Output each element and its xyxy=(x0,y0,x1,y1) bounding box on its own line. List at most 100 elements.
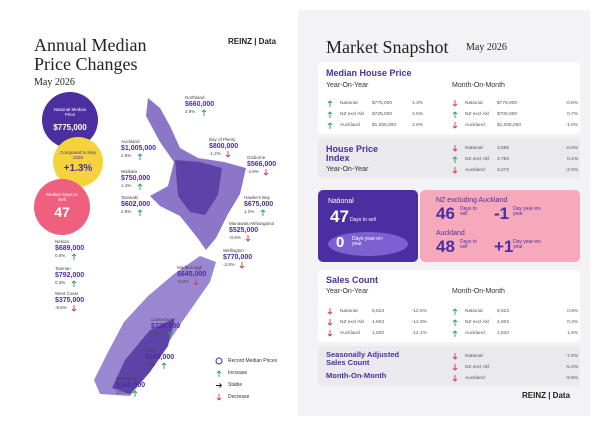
trend-arrow xyxy=(245,235,251,242)
region-change: 3.9% xyxy=(185,109,196,114)
row-change: -0.6% xyxy=(565,146,578,151)
south-island xyxy=(94,256,216,396)
row-label: NZ excl Akl xyxy=(465,320,489,325)
dts-days-label: Days to sell xyxy=(460,206,477,218)
days-label: Median Days to Sell xyxy=(46,192,78,202)
logo: REINZ | Data xyxy=(228,37,277,46)
region-change: -1.2% xyxy=(209,151,221,156)
region-change: 4.6% xyxy=(151,331,162,336)
trend-arrow xyxy=(161,362,167,369)
row-label: Auckland xyxy=(465,331,485,336)
row-value: $706,000 xyxy=(497,112,518,117)
seasonal-card xyxy=(318,346,580,386)
row-value: 6,523 xyxy=(372,309,385,314)
trend-arrow xyxy=(327,122,333,129)
dts-change: -1 xyxy=(494,204,510,223)
period-label: Month-On-Month xyxy=(326,371,387,380)
region-name: Wellington xyxy=(223,248,244,253)
regional-dts-card xyxy=(420,190,580,262)
region-name: Taranaki xyxy=(121,195,139,200)
period-label: Year-On-Year xyxy=(326,288,369,295)
region-price: $375,000 xyxy=(55,297,85,304)
median-card xyxy=(318,62,580,134)
region-change: 1.5% xyxy=(145,362,156,367)
trend-arrow xyxy=(137,209,143,216)
region-price: $602,000 xyxy=(121,201,151,208)
legend-item: Record Median Prices xyxy=(228,358,278,364)
trend-arrow xyxy=(452,145,458,152)
trend-arrow xyxy=(225,151,231,158)
dts-name: National xyxy=(328,198,354,205)
trend-arrow xyxy=(201,109,207,116)
row-label: National xyxy=(340,309,358,314)
region-name: Auckland xyxy=(121,139,140,144)
region-name: Otago xyxy=(145,348,158,353)
region-name: Tasman xyxy=(55,266,71,271)
snapshot-subtitle: May 2026 xyxy=(466,42,507,53)
region-name: Southland xyxy=(116,376,137,381)
trend-arrow xyxy=(132,390,138,397)
region-price: $540,000 xyxy=(116,382,146,389)
national-label: National Median Price xyxy=(53,107,87,117)
trend-arrow xyxy=(452,122,458,129)
row-change: 0.8% xyxy=(567,309,578,314)
region-change: 1.4% xyxy=(121,183,132,188)
trend-arrow xyxy=(452,111,458,118)
trend-arrow xyxy=(71,253,77,260)
legend-item: Decrease xyxy=(228,394,250,400)
row-value: 4,603 xyxy=(497,320,510,325)
row-change: 2.6% xyxy=(412,123,423,128)
section-title: Sales Count xyxy=(326,275,379,285)
national-circle xyxy=(42,92,98,148)
period-label: Year-On-Year xyxy=(326,166,369,173)
south-island-detail xyxy=(112,318,175,394)
region-change: -8.6% xyxy=(55,305,67,310)
row-change: 0.4% xyxy=(567,320,578,325)
row-value: 1,920 xyxy=(497,331,510,336)
row-label: NZ excl Akl xyxy=(465,157,489,162)
region-name: Marlborough xyxy=(177,265,203,270)
trend-arrow xyxy=(167,331,173,338)
region-price: $800,000 xyxy=(209,143,239,150)
region-name: Gisborne xyxy=(247,155,266,160)
trend-arrow xyxy=(260,209,266,216)
row-label: National xyxy=(465,354,483,359)
section-title: House Price Index xyxy=(326,144,379,164)
region-change: -4.9% xyxy=(247,169,259,174)
region-price: $770,000 xyxy=(223,254,253,261)
subtitle: May 2026 xyxy=(34,77,75,88)
row-change: -5.2% xyxy=(565,365,578,370)
row-change: -12.1% xyxy=(411,331,427,336)
trend-arrow xyxy=(452,330,458,337)
row-change: -7.0% xyxy=(565,354,578,359)
change-circle xyxy=(53,137,103,187)
row-label: National xyxy=(465,309,483,314)
region-name: Hawke's Bay xyxy=(244,195,270,200)
row-value: 4,603 xyxy=(372,320,385,325)
period-label: Month-On-Month xyxy=(452,288,505,295)
trend-arrow xyxy=(327,308,333,315)
row-label: National xyxy=(465,146,483,151)
dts-change-label: Day year-on-year xyxy=(513,239,542,251)
dts-days-label: Days to sell xyxy=(460,239,477,251)
region-change: 0.3% xyxy=(55,280,66,285)
region-price: $525,000 xyxy=(229,227,259,234)
dts-change-label: Days year-on-year xyxy=(352,236,384,248)
row-change: 0.7% xyxy=(567,112,578,117)
national-dts-ellipse xyxy=(328,232,408,256)
dts-change: +1 xyxy=(494,237,514,256)
trend-arrow xyxy=(452,364,458,371)
dts-days-label: Days to sell xyxy=(350,217,376,223)
row-label: Auckland xyxy=(465,123,485,128)
region-change: 2.6% xyxy=(121,153,132,158)
region-name: Bay of Plenty xyxy=(209,137,236,142)
region-price: $725,000 xyxy=(151,323,181,330)
row-change: -12.6% xyxy=(411,309,427,314)
row-value: 3,585 xyxy=(497,146,510,151)
trend-arrow xyxy=(137,183,143,190)
region-price: $750,000 xyxy=(121,175,151,182)
days-circle xyxy=(34,179,90,235)
region-price: $792,000 xyxy=(55,272,85,279)
trend-arrow xyxy=(452,375,458,382)
